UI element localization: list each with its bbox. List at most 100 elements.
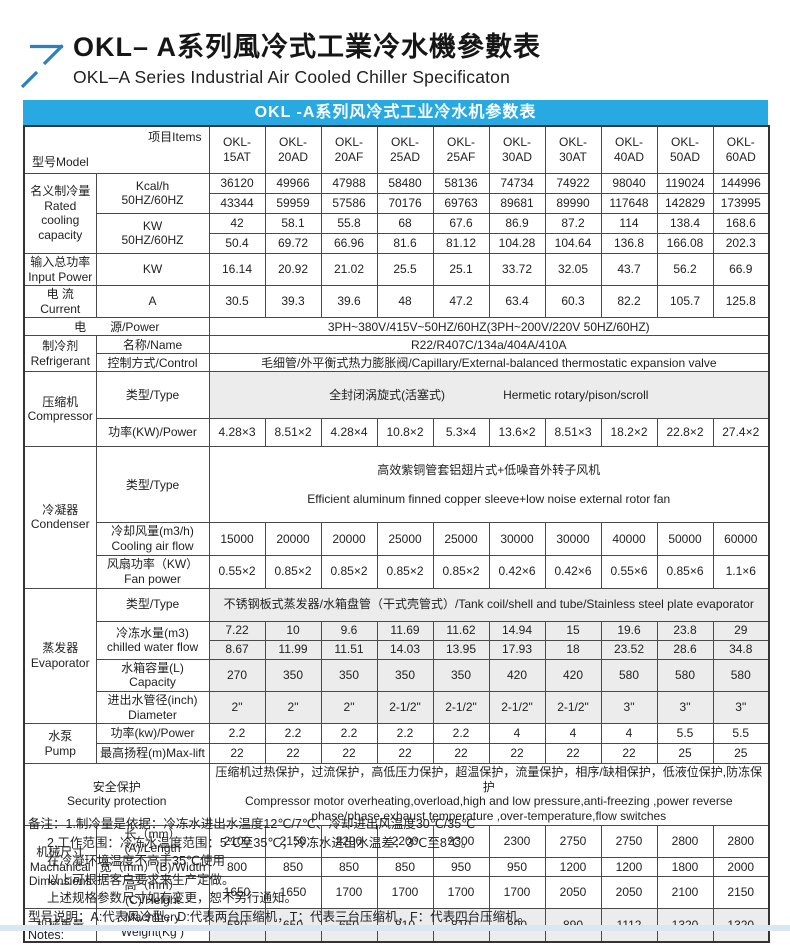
kw-60hz-cell: 81.12 [432,232,490,254]
input-power-cell: 16.14 [208,252,266,287]
chilled-water-60hz-cell: 11.51 [320,639,378,660]
pipe-diameter-cell: 2-1/2" [432,690,490,725]
input-power-cell: 20.92 [264,252,322,287]
model-header-cell: OKL- 30AT [544,125,602,174]
pump-power-cell: 4 [488,723,546,745]
pump-power-cell: 4 [544,723,602,745]
page-title: OKL– A系列風冷式工業冷水機參數表 [73,32,542,62]
compressor-power-cell: 4.28×4 [320,418,378,448]
row-label-length: 长（mm）(A)/Length [95,824,210,858]
kcal-60hz-cell: 89990 [544,192,602,214]
compressor-power-cell: 4.28×3 [208,418,266,448]
chilled-water-50hz-cell: 7.22 [208,620,266,641]
pump-power-cell: 2.2 [432,723,490,745]
row-label-compressor-type: 类型/Type [95,371,210,420]
kw-50hz-cell: 138.4 [656,212,714,234]
table-caption: OKL -A系列风冷式工业冷水机参数表 [23,100,768,125]
chilled-water-50hz-cell: 29 [712,620,770,641]
max-lift-cell: 25 [712,743,770,765]
row-label-width: 宽（mm）(B)/Width [95,856,210,877]
pump-power-cell: 2.2 [264,723,322,745]
height-cell: 1700 [432,875,490,910]
pipe-diameter-cell: 2" [208,690,266,725]
page-subtitle: OKL–A Series Industrial Air Cooled Chill… [73,66,511,87]
row-label-tank-capacity: 水箱容量(L) Capacity [95,658,210,692]
kcal-50hz-cell: 36120 [208,172,266,194]
length-cell: 2750 [544,824,602,858]
current-cell: 125.8 [712,285,770,319]
row-label-refrigerant-name: 名称/Name [95,335,210,355]
kw-60hz-cell: 50.4 [208,232,266,254]
chilled-water-50hz-cell: 14.94 [488,620,546,641]
model-header-cell: OKL- 30AD [488,125,546,174]
input-power-cell: 66.9 [712,252,770,287]
pipe-diameter-cell: 2-1/2" [544,690,602,725]
row-label-input-power: 输入总功率 Input Power [23,252,97,287]
tank-capacity-cell: 270 [208,658,266,692]
tank-capacity-cell: 350 [376,658,434,692]
kw-60hz-cell: 104.64 [544,232,602,254]
row-label-chilled-water: 冷冻水量(m3) chilled water flow [95,620,210,660]
width-cell: 1800 [656,856,714,877]
air-flow-cell: 25000 [432,522,490,556]
max-lift-cell: 22 [208,743,266,765]
length-cell: 2200 [320,824,378,858]
current-cell: 47.2 [432,285,490,319]
current-cell: 82.2 [600,285,658,319]
fan-power-cell: 0.85×2 [376,554,434,589]
length-cell: 2300 [488,824,546,858]
pump-power-cell: 2.2 [208,723,266,745]
kcal-60hz-cell: 57586 [320,192,378,214]
pipe-diameter-cell: 2" [320,690,378,725]
compressor-power-cell: 13.6×2 [488,418,546,448]
height-cell: 2150 [712,875,770,910]
height-cell: 2100 [656,875,714,910]
width-cell: 1200 [544,856,602,877]
model-label: 型号Model [32,155,89,170]
corner-cell: 项目Items 型号Model [23,125,210,174]
input-power-unit: KW [95,252,210,287]
chilled-water-50hz-cell: 11.62 [432,620,490,641]
height-cell: 2050 [600,875,658,910]
kcal-50hz-cell: 47988 [320,172,378,194]
air-flow-cell: 30000 [488,522,546,556]
width-cell: 1200 [600,856,658,877]
compressor-power-cell: 8.51×3 [544,418,602,448]
width-cell: 850 [320,856,378,877]
note-line: 型号说明：A:代表风冷型，D:代表两台压缩机，T：代表三台压缩机，F：代表四台压… [28,909,531,924]
chilled-water-60hz-cell: 34.8 [712,639,770,660]
width-cell: 850 [264,856,322,877]
row-label-max-lift: 最高扬程(m)Max-lift [95,743,210,765]
row-group-condenser: 冷凝器 Condenser [23,446,97,589]
chilled-water-50hz-cell: 9.6 [320,620,378,641]
chilled-water-60hz-cell: 28.6 [656,639,714,660]
current-cell: 39.6 [320,285,378,319]
height-cell: 1700 [488,875,546,910]
row-label-diameter: 进出水管径(inch) Diameter [95,690,210,725]
compressor-power-cell: 22.8×2 [656,418,714,448]
air-flow-cell: 40000 [600,522,658,556]
power-source-value: 3PH~380V/415V~50HZ/60HZ(3PH~200V/220V 50… [208,317,770,337]
kcal-60hz-cell: 89681 [488,192,546,214]
note-line: 以上可根据客户要求来生产定做。 [47,872,235,887]
max-lift-cell: 22 [488,743,546,765]
chilled-water-60hz-cell: 13.95 [432,639,490,660]
input-power-cell: 33.72 [488,252,546,287]
chilled-water-50hz-cell: 11.69 [376,620,434,641]
input-power-cell: 21.02 [320,252,378,287]
kcal-50hz-cell: 74734 [488,172,546,194]
tank-capacity-cell: 350 [432,658,490,692]
model-header-cell: OKL- 25AD [376,125,434,174]
tank-capacity-cell: 580 [600,658,658,692]
tank-capacity-cell: 350 [264,658,322,692]
kw-50hz-cell: 67.6 [432,212,490,234]
note-line: 2.工作范围：冷冻水温度范围：5℃至35℃；冷冻水进出水温差：3℃至8℃。 [47,835,474,850]
kw-50hz-cell: 114 [600,212,658,234]
fan-power-cell: 0.55×6 [600,554,658,589]
fan-power-cell: 0.42×6 [488,554,546,589]
model-header-cell: OKL- 15AT [208,125,266,174]
air-flow-cell: 50000 [656,522,714,556]
kcal-50hz-cell: 58136 [432,172,490,194]
pump-power-cell: 4 [600,723,658,745]
max-lift-cell: 25 [656,743,714,765]
